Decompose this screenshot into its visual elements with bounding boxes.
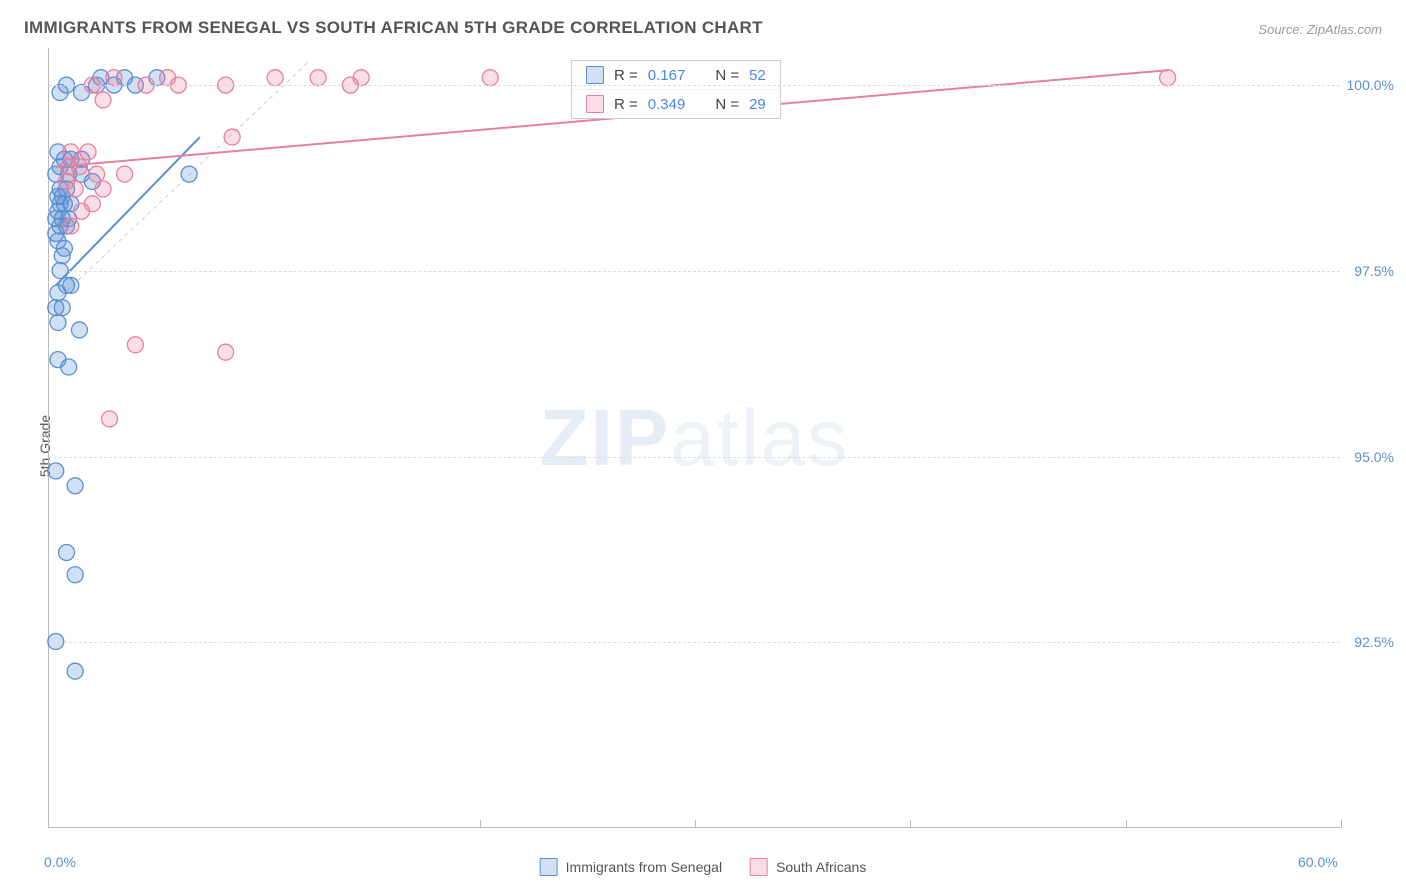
- legend-swatch: [540, 858, 558, 876]
- data-point: [181, 166, 197, 182]
- data-point: [267, 70, 283, 86]
- data-point: [61, 359, 77, 375]
- data-point: [71, 159, 87, 175]
- n-label: N =: [715, 67, 739, 84]
- r-label: R =: [614, 96, 638, 113]
- data-point: [63, 218, 79, 234]
- y-tick-label: 97.5%: [1354, 263, 1394, 279]
- data-point: [224, 129, 240, 145]
- data-point: [95, 181, 111, 197]
- data-point: [48, 463, 64, 479]
- y-tick-label: 95.0%: [1354, 449, 1394, 465]
- correlation-legend-row: R = 0.349 N = 29: [572, 90, 780, 118]
- data-point: [59, 545, 75, 561]
- chart-svg: [49, 48, 1340, 827]
- n-value: 52: [749, 67, 766, 84]
- data-point: [67, 478, 83, 494]
- n-label: N =: [715, 96, 739, 113]
- data-point: [102, 411, 118, 427]
- data-point: [54, 300, 70, 316]
- data-point: [95, 92, 111, 108]
- gridline: [49, 457, 1340, 458]
- data-point: [218, 344, 234, 360]
- data-point: [310, 70, 326, 86]
- data-point: [63, 144, 79, 160]
- source-name: ZipAtlas.com: [1307, 22, 1382, 37]
- data-point: [63, 277, 79, 293]
- gridline: [49, 271, 1340, 272]
- x-tick-mark: [910, 820, 911, 828]
- plot-area: ZIPatlas R =0.167N =52R =0.349N =29: [48, 48, 1340, 828]
- gridline: [49, 642, 1340, 643]
- x-tick-mark: [695, 820, 696, 828]
- n-value: 29: [749, 96, 766, 113]
- legend-label: Immigrants from Senegal: [566, 859, 722, 875]
- data-point: [127, 337, 143, 353]
- r-value: 0.167: [648, 67, 686, 84]
- series-legend: Immigrants from Senegal South Africans: [540, 858, 867, 876]
- legend-swatch: [586, 95, 604, 113]
- data-point: [80, 144, 96, 160]
- y-tick-label: 92.5%: [1354, 634, 1394, 650]
- x-tick-mark: [1126, 820, 1127, 828]
- r-value: 0.349: [648, 96, 686, 113]
- data-point: [482, 70, 498, 86]
- x-tick-label: 60.0%: [1298, 854, 1338, 870]
- x-tick-mark: [1341, 820, 1342, 828]
- data-point: [84, 196, 100, 212]
- legend-item: Immigrants from Senegal: [540, 858, 722, 876]
- data-point: [117, 166, 133, 182]
- gridline: [49, 85, 1340, 86]
- r-label: R =: [614, 67, 638, 84]
- data-point: [67, 567, 83, 583]
- legend-swatch: [586, 66, 604, 84]
- legend-label: South Africans: [776, 859, 866, 875]
- source-label: Source:: [1258, 22, 1303, 37]
- x-tick-mark: [480, 820, 481, 828]
- source-attribution: Source: ZipAtlas.com: [1258, 22, 1382, 37]
- legend-item: South Africans: [750, 858, 866, 876]
- data-point: [59, 174, 75, 190]
- y-tick-label: 100.0%: [1347, 77, 1394, 93]
- data-point: [71, 322, 87, 338]
- data-point: [353, 70, 369, 86]
- legend-swatch: [750, 858, 768, 876]
- correlation-legend: R = 0.167 N = 52 R = 0.349 N = 29: [571, 60, 781, 119]
- data-point: [89, 166, 105, 182]
- x-tick-label: 0.0%: [44, 854, 76, 870]
- data-point: [1160, 70, 1176, 86]
- data-point: [67, 663, 83, 679]
- data-point: [106, 70, 122, 86]
- data-point: [50, 315, 66, 331]
- chart-title: IMMIGRANTS FROM SENEGAL VS SOUTH AFRICAN…: [24, 18, 763, 38]
